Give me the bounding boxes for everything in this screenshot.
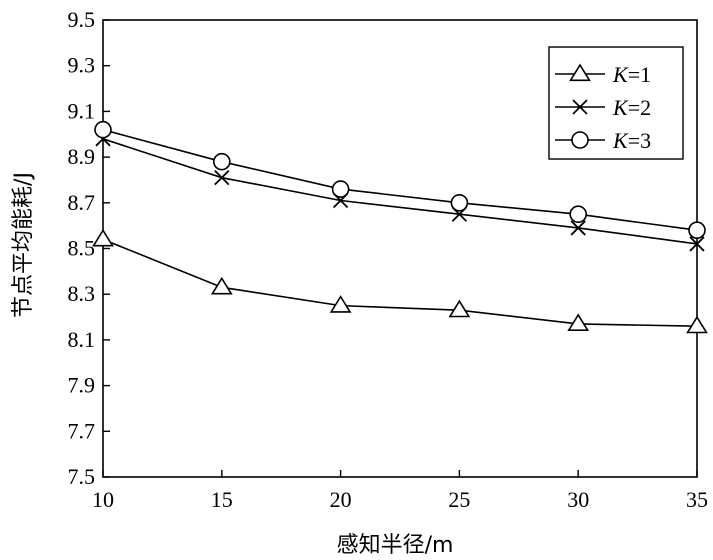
y-axis-title: 节点平均能耗/J [11,172,36,318]
legend-label-value: =1 [628,62,651,87]
legend-label-variable: K [612,128,629,153]
legend-marker [571,131,589,149]
y-tick-label: 9.5 [68,7,96,32]
data-point [213,152,231,171]
legend-entry: K=2 [555,95,651,120]
data-point [214,170,230,186]
data-point [331,180,350,198]
data-point [329,295,352,313]
x-tick-label: 15 [211,487,233,512]
legend-marker [572,99,588,115]
legend-label-value: =2 [628,95,651,120]
data-point [210,276,233,295]
x-tick-label: 25 [448,487,470,512]
x-axis-title: 感知半径/m [337,533,454,558]
series-line [102,128,698,232]
y-tick-label: 7.7 [68,418,96,443]
legend-label: K=1 [612,62,651,87]
y-tick-label: 7.9 [68,373,96,398]
legend: K=1K=2K=3 [548,46,684,160]
series-circle [94,120,706,240]
y-tick-label: 7.5 [68,464,96,489]
legend-label-variable: K [612,62,629,87]
data-point [92,228,114,247]
data-point [450,194,469,212]
y-tick-label: 9.1 [68,98,96,123]
x-tick-label: 10 [92,487,114,512]
data-point [688,221,706,240]
data-point [689,236,705,252]
y-tick-label: 8.3 [68,281,96,306]
data-point [569,205,588,224]
legend-marker [569,63,591,82]
cross-stroke [572,99,588,115]
cross-stroke [214,170,230,186]
data-point [94,120,112,139]
x-tick-label: 35 [686,487,708,512]
legend-label-variable: K [612,95,629,120]
y-tick-label: 8.9 [68,144,96,169]
legend-entry: K=3 [555,128,651,153]
legend-label: K=2 [612,95,651,120]
cross-stroke [570,220,586,236]
data-point [570,220,586,236]
y-tick-label: 8.5 [68,236,96,261]
series-line [102,138,698,245]
data-point [448,299,471,318]
y-tick-label: 8.1 [68,327,96,352]
data-point [567,313,590,332]
cross-stroke [689,236,705,252]
data-point [686,315,708,334]
legend-entry: K=1 [555,62,651,87]
x-tick-label: 30 [567,487,589,512]
y-tick-label: 9.3 [68,53,96,78]
series-triangle [92,228,708,334]
series-line [102,238,698,327]
legend-label-value: =3 [628,128,651,153]
x-tick-label: 20 [330,487,352,512]
y-tick-label: 8.7 [68,190,96,215]
axes: 7.5 7.7 7.9 8.1 8.3 8.5 8.7 8.9 9.1 9.3 9.5 10 15 20 2… [68,7,709,512]
series-layer [92,120,708,334]
legend-label: K=3 [612,128,651,153]
